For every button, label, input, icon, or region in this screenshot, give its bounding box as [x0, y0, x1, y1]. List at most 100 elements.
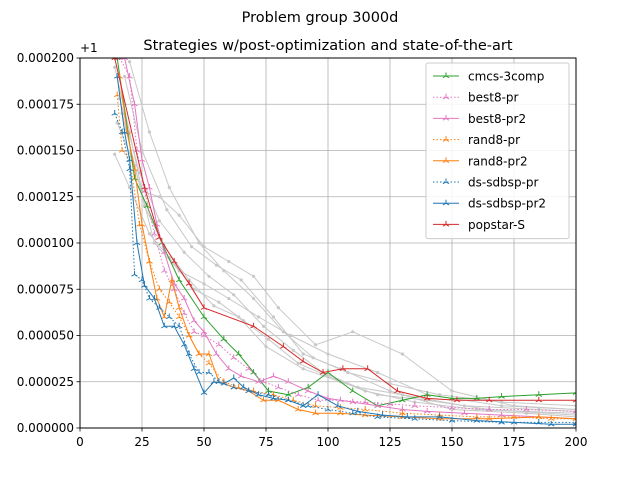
background-point	[413, 400, 417, 404]
x-axis: 0 25 50 75 100 125 150 175 200	[76, 428, 587, 449]
background-point	[271, 315, 276, 319]
legend-item: best8-pr2	[433, 112, 526, 126]
background-point	[256, 315, 261, 319]
background-point	[217, 300, 221, 304]
background-point	[232, 293, 236, 297]
series-point	[337, 396, 344, 403]
background-point	[123, 74, 127, 79]
series-point	[151, 295, 158, 301]
background-point	[314, 343, 318, 347]
y-tick-label: 0.000050	[17, 329, 74, 343]
background-point	[301, 352, 305, 356]
series-point	[304, 383, 312, 390]
legend-label: ds-sdbsp-pr	[468, 176, 539, 190]
series-point	[220, 380, 228, 386]
y-tick-label: 0.000125	[17, 190, 74, 204]
series-point	[138, 156, 146, 162]
background-point	[266, 337, 271, 341]
series-point	[399, 406, 406, 412]
y-tick-label: 0.000150	[17, 144, 74, 158]
series-point	[461, 409, 468, 416]
series-point	[230, 383, 238, 390]
legend-label: popstar-S	[468, 218, 525, 232]
series-point	[572, 396, 576, 403]
background-point	[400, 352, 404, 356]
series-point	[265, 387, 272, 394]
series-point	[200, 313, 208, 320]
series-point	[485, 396, 493, 403]
series-point	[200, 328, 208, 334]
series-point	[146, 258, 153, 264]
background-point	[291, 348, 295, 352]
series-point	[339, 365, 347, 371]
background-point	[157, 195, 161, 199]
y-tick-label: 0.000025	[17, 375, 74, 389]
y-tick-label: 0.000000	[17, 421, 74, 435]
series-point	[436, 413, 443, 420]
series-point	[411, 402, 419, 408]
series-point	[280, 343, 287, 349]
series-point	[213, 350, 220, 357]
series-point	[168, 276, 176, 283]
background-point	[190, 245, 194, 249]
series-point	[399, 396, 406, 403]
legend-item: best8-pr	[433, 91, 519, 105]
series-point	[312, 409, 319, 416]
legend-label: cmcs-3comp	[468, 70, 544, 84]
y-tick-label: 0.000100	[17, 236, 74, 250]
background-point	[157, 219, 161, 223]
background-point	[326, 352, 330, 356]
series-point	[547, 415, 555, 421]
series-point	[146, 295, 153, 301]
series-point	[294, 391, 302, 397]
series-point	[547, 420, 555, 427]
series-point	[423, 407, 431, 414]
legend-marker	[442, 93, 450, 100]
legend-marker	[442, 157, 450, 163]
x-tick-label: 25	[134, 435, 149, 449]
series-point	[250, 369, 257, 375]
series-point	[190, 365, 198, 371]
series-point	[473, 417, 481, 423]
series-point	[156, 285, 163, 292]
y-tick-label: 0.000075	[17, 282, 74, 296]
series-point	[364, 365, 371, 371]
background-point	[128, 60, 132, 64]
background-point	[450, 407, 454, 412]
series-point	[535, 413, 543, 420]
background-point	[177, 213, 181, 217]
series-point	[485, 415, 493, 421]
series-point	[523, 406, 530, 412]
x-tick-label: 150	[441, 435, 464, 449]
series-point	[161, 267, 168, 273]
background-point	[165, 208, 169, 212]
background-point	[450, 389, 454, 393]
legend-label: best8-pr	[468, 91, 519, 105]
background-point	[281, 330, 285, 334]
legend: cmcs-3comp best8-pr best8-pr2 rand8-pr rand8…	[425, 62, 570, 240]
background-point	[500, 400, 504, 404]
legend-marker	[442, 178, 450, 185]
background-point	[376, 370, 380, 375]
series-point	[165, 313, 173, 320]
legend-label: rand8-pr2	[468, 154, 528, 168]
series-point	[131, 100, 138, 107]
x-tick-label: 175	[503, 435, 526, 449]
background-point	[227, 259, 231, 264]
series-point	[215, 341, 223, 347]
series-point	[260, 396, 267, 403]
series-point	[255, 391, 262, 397]
series-point	[210, 378, 218, 384]
series-point	[126, 156, 133, 162]
background-point	[252, 274, 256, 278]
legend-item: rand8-pr2	[433, 154, 528, 168]
background-point	[301, 367, 305, 371]
background-point	[400, 393, 404, 397]
series-lines	[111, 58, 576, 427]
series-point	[245, 365, 252, 371]
series-point	[190, 317, 198, 323]
legend-box	[425, 62, 570, 240]
series-point	[354, 407, 362, 414]
series-point	[361, 406, 369, 412]
series-point	[190, 328, 198, 334]
